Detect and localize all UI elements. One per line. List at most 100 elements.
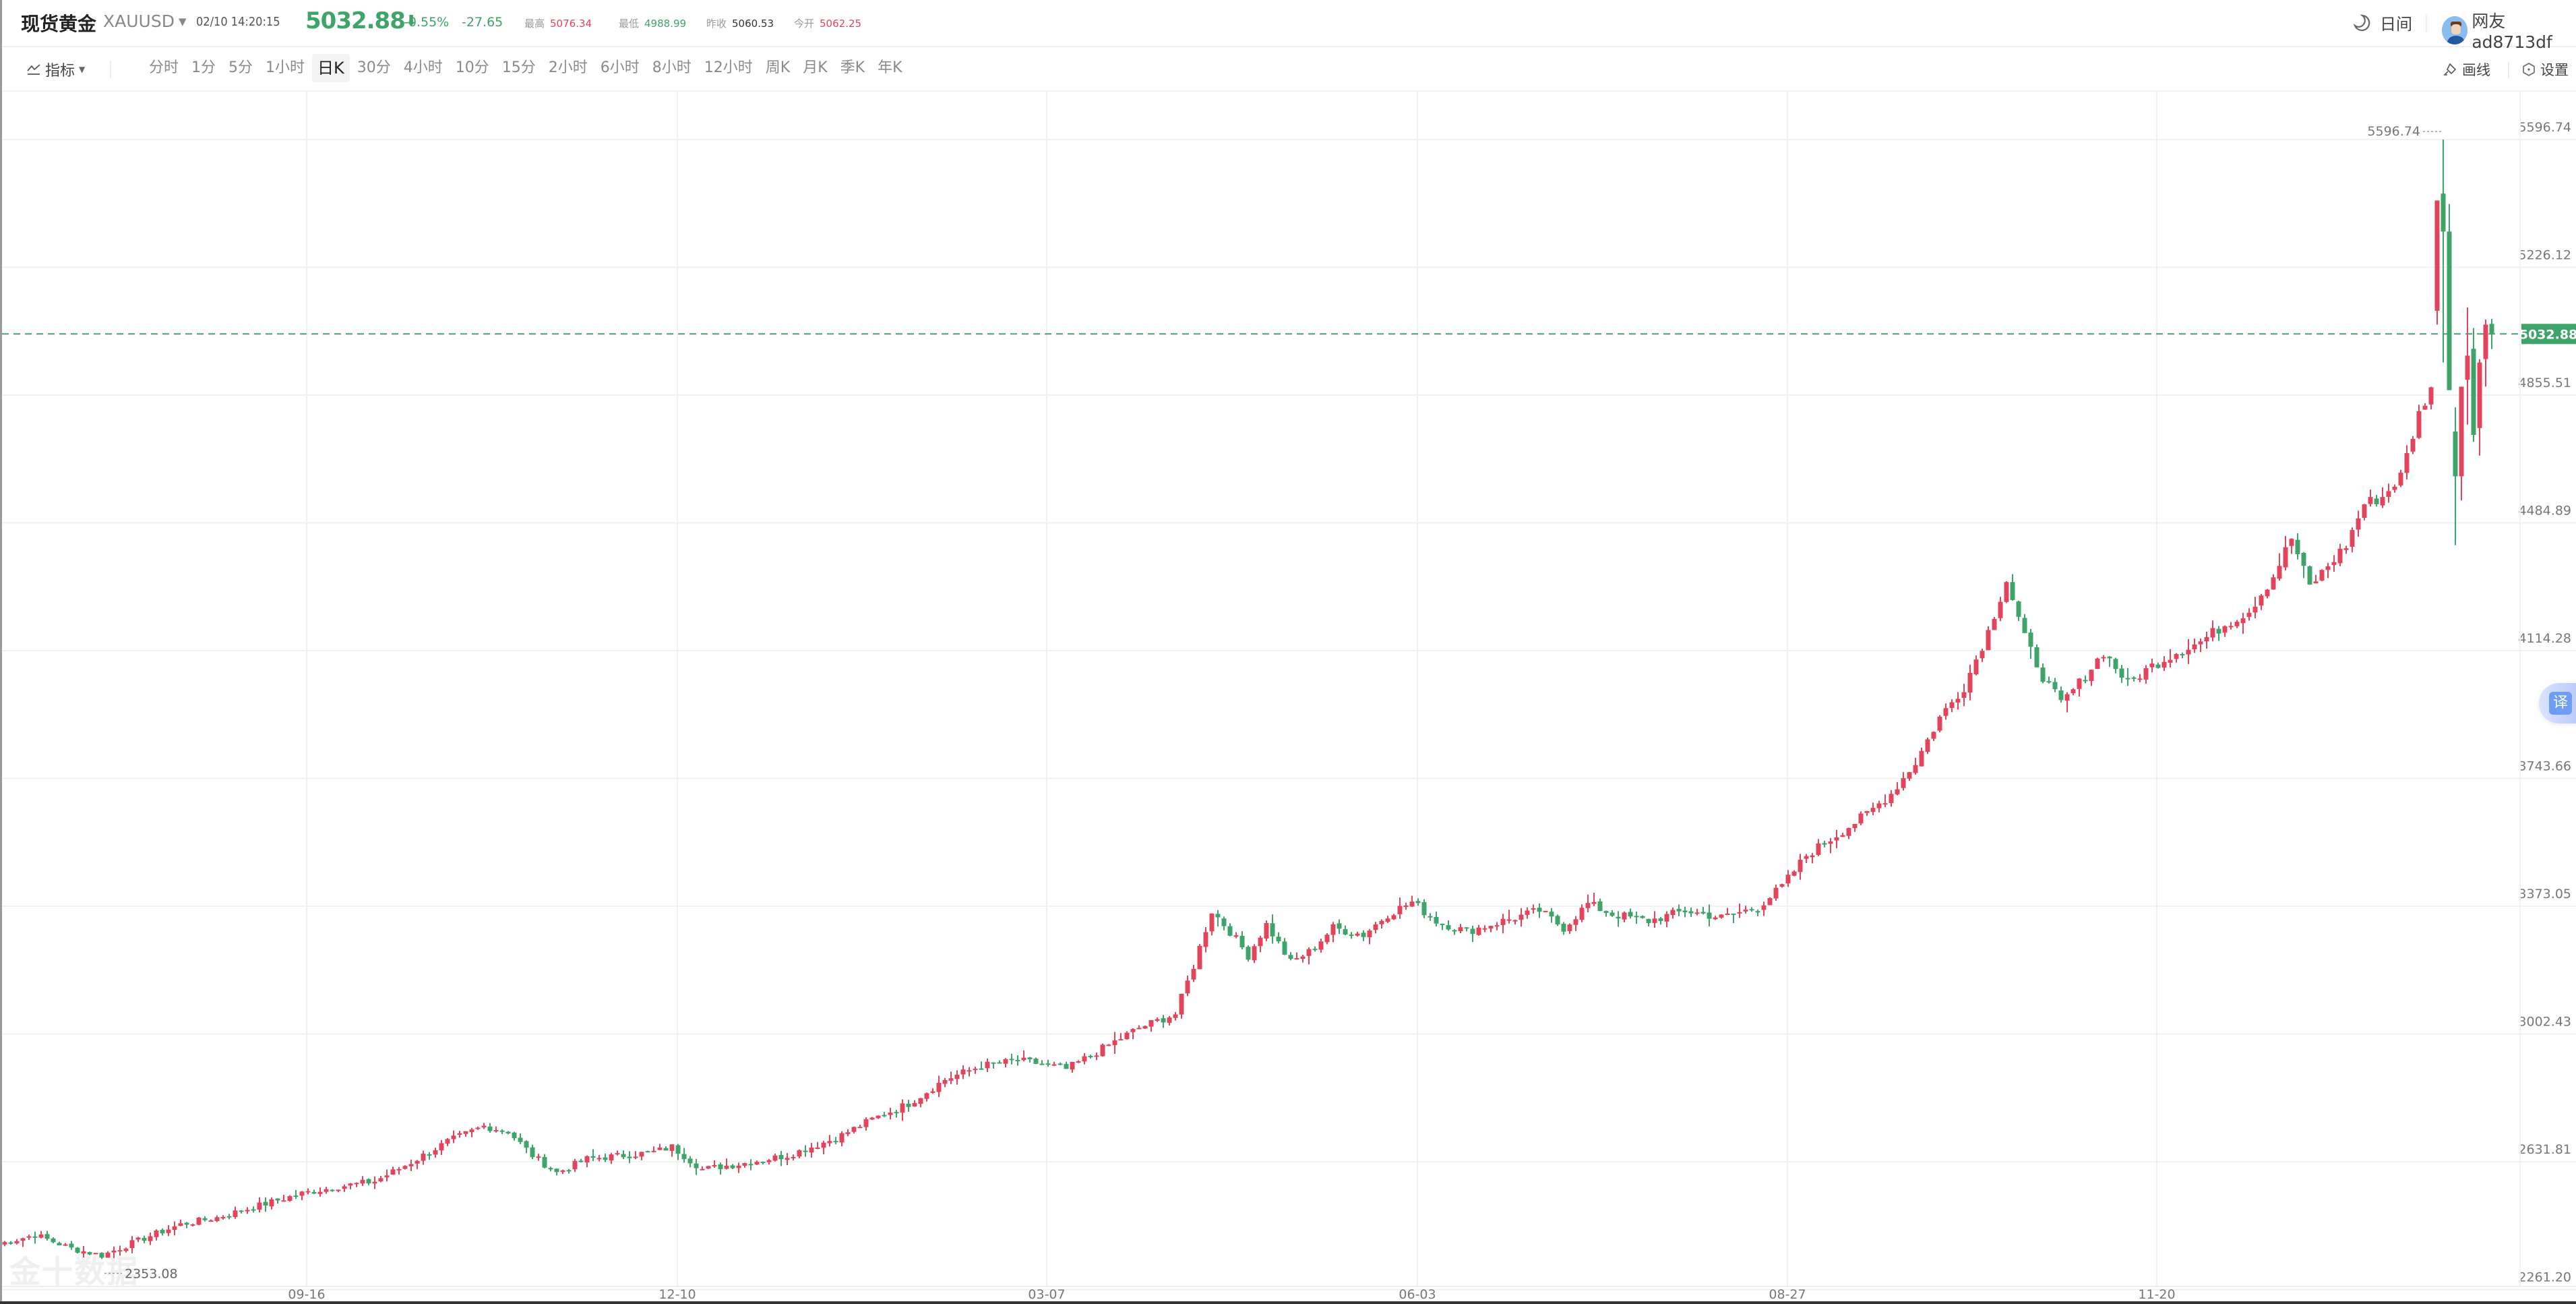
candle-down [542, 1156, 547, 1168]
period-tab[interactable]: 5分 [228, 59, 253, 76]
user-menu[interactable]: 网友ad8713df [2442, 8, 2576, 52]
candle-down [1640, 916, 1645, 918]
candle-down [718, 1164, 723, 1170]
candle-up [1713, 917, 1718, 920]
candle-up [1567, 924, 1572, 931]
symbol-selector[interactable]: XAUUSD ▼ [103, 11, 187, 31]
candle-down [748, 1164, 754, 1166]
candle-up [1895, 789, 1900, 795]
period-tab[interactable]: 8小时 [652, 59, 692, 76]
candle-up [1397, 906, 1403, 914]
candle-down [2447, 231, 2452, 390]
period-tab[interactable]: 1小时 [266, 59, 305, 76]
period-tab[interactable]: 分时 [149, 59, 179, 76]
period-tab[interactable]: 6小时 [600, 59, 640, 76]
candle-up [2343, 548, 2349, 550]
candle-up [706, 1166, 711, 1169]
candle-down [778, 1154, 784, 1160]
candle-up [233, 1210, 238, 1218]
period-tab[interactable]: 12小时 [704, 59, 753, 76]
candle-down [1749, 909, 1754, 911]
candle-up [342, 1186, 347, 1189]
stat-item: 昨收 5060.53 [706, 16, 774, 30]
period-tab[interactable]: 周K [765, 59, 791, 76]
candle-up [1130, 1029, 1136, 1032]
candle-up [1367, 930, 1372, 937]
stat-label: 最低 [619, 18, 640, 30]
candle-up [2428, 387, 2434, 405]
candlestick-chart[interactable]: 5596.74 5226.12 4855.51 4484.89 4114.28 3743.… [2, 92, 2576, 1304]
x-axis-label: 09-16 [288, 1287, 325, 1302]
candle-up [178, 1223, 183, 1226]
candle-up [1148, 1019, 1154, 1027]
candle-up [20, 1238, 26, 1241]
candle-down [1682, 910, 1688, 912]
period-tab[interactable]: 15分 [501, 59, 536, 76]
candle-down [142, 1237, 147, 1241]
candle-up [754, 1162, 760, 1165]
candle-up [2271, 577, 2276, 590]
period-tab[interactable]: 2小时 [548, 59, 588, 76]
candle-up [1864, 810, 1870, 813]
candle-up [1949, 702, 1955, 709]
period-tab[interactable]: 年K [878, 59, 902, 76]
period-tab[interactable]: 30分 [357, 59, 391, 76]
candle-down [2107, 656, 2112, 659]
candle-down [621, 1154, 626, 1158]
indicator-dropdown[interactable]: 指标 ▼ [26, 59, 85, 80]
candle-down [979, 1068, 984, 1070]
candle-up [148, 1236, 153, 1241]
candle-up [2356, 518, 2361, 530]
period-tab[interactable]: 1分 [191, 59, 216, 76]
candle-down [2295, 539, 2300, 555]
candle-down [263, 1202, 268, 1206]
candle-down [1676, 908, 1682, 912]
candle-up [1179, 993, 1184, 1015]
candle-up [1840, 835, 1845, 837]
candle-up [785, 1158, 790, 1160]
draw-line-button[interactable]: 画线 [2442, 59, 2490, 80]
candle-up [1494, 925, 1500, 927]
chart-toolbar: 指标 ▼ 分时 1分 5分 1小时 日K 30分 4小时 10分 15分 2小时 6小时 8小时 12小… [2, 47, 2576, 92]
candle-up [1846, 828, 1851, 836]
candle-up [1458, 927, 1463, 932]
period-tab[interactable]: 10分 [455, 59, 489, 76]
candle-up [942, 1079, 948, 1084]
candle-down [2441, 194, 2446, 232]
candle-down [1227, 926, 1233, 936]
candle-down [275, 1198, 280, 1201]
candle-up [1791, 871, 1797, 876]
candle-up [2210, 628, 2215, 638]
candle-down [906, 1103, 911, 1107]
candle-up [1155, 1019, 1160, 1021]
candle-up [2101, 657, 2106, 659]
candle-up [954, 1074, 960, 1079]
period-tab[interactable]: 季K [840, 59, 865, 76]
candle-up [2483, 324, 2488, 359]
candle-up [1664, 914, 1669, 922]
candle-up [324, 1189, 329, 1192]
candle-down [578, 1160, 584, 1162]
translate-button[interactable]: 译 [2539, 683, 2576, 723]
candle-up [214, 1217, 220, 1221]
period-tab[interactable]: 月K [803, 59, 828, 76]
candle-up [1591, 901, 1597, 904]
candle-up [1379, 920, 1384, 924]
theme-toggle-button[interactable]: 日间 [2352, 11, 2412, 34]
candle-down [499, 1130, 505, 1132]
period-tab[interactable]: 4小时 [403, 59, 443, 76]
period-tab[interactable]: 日K [312, 54, 350, 82]
candle-up [863, 1119, 869, 1127]
settings-button[interactable]: 设置 [2521, 59, 2569, 80]
candle-up [845, 1132, 851, 1134]
candle-down [1561, 924, 1566, 932]
bottom-scrollbar[interactable] [0, 1301, 2576, 1304]
candle-up [463, 1131, 468, 1134]
candle-down [2016, 601, 2021, 617]
candle-down [627, 1156, 632, 1158]
y-axis-label: 2261.20 [2518, 1270, 2571, 1284]
candle-up [1124, 1032, 1130, 1040]
draw-line-label: 画线 [2462, 62, 2490, 78]
candle-up [1973, 659, 1979, 675]
candle-down [1628, 912, 1633, 917]
